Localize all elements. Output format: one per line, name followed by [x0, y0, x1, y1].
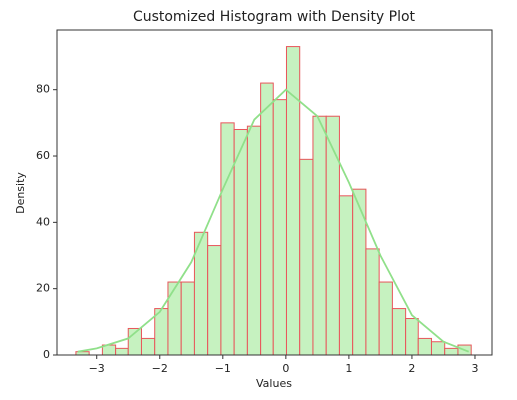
bar: [378, 281, 393, 356]
x-tick-label: 3: [471, 362, 478, 375]
y-tick-label: 20: [36, 282, 50, 295]
x-tick-label: −2: [152, 362, 168, 375]
bar: [312, 115, 327, 356]
chart-title: Customized Histogram with Density Plot: [133, 9, 416, 25]
bar: [417, 337, 432, 356]
x-tick-label: 1: [345, 362, 352, 375]
bar: [352, 188, 367, 356]
bar: [180, 281, 195, 356]
bar: [272, 99, 287, 356]
x-tick-label: 0: [282, 362, 289, 375]
x-tick-label: −1: [215, 362, 231, 375]
bar: [167, 281, 182, 356]
y-tick-label: 80: [36, 83, 50, 96]
bar: [338, 195, 354, 356]
bar: [207, 245, 222, 356]
x-axis-label: Values: [256, 377, 292, 390]
y-axis-label: Density: [14, 172, 27, 214]
x-tick-label: −3: [89, 362, 105, 375]
bar: [391, 308, 407, 356]
bar: [140, 337, 156, 356]
y-tick-label: 60: [36, 149, 50, 162]
bar: [299, 158, 314, 356]
x-tick-label: 2: [408, 362, 415, 375]
bar: [233, 128, 248, 356]
bar: [325, 115, 340, 356]
bar: [444, 347, 459, 356]
bar: [405, 318, 419, 356]
bar: [115, 347, 129, 356]
bar: [260, 82, 274, 356]
bar: [430, 341, 446, 356]
density-curve: [77, 88, 470, 353]
bar: [246, 125, 262, 356]
y-tick-label: 0: [43, 348, 50, 361]
plot-frame: [56, 29, 493, 356]
y-tick-label: 40: [36, 215, 50, 228]
bar: [365, 248, 380, 356]
bar: [220, 122, 235, 356]
